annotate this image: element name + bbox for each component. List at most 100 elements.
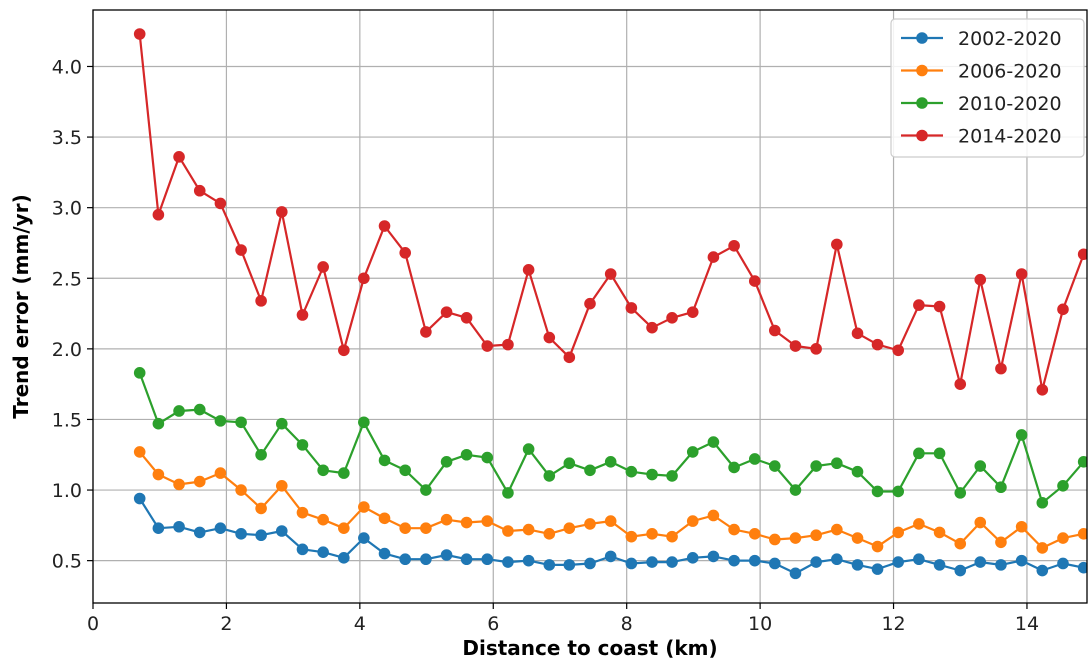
data-point — [152, 522, 165, 534]
data-point — [646, 556, 658, 568]
data-point — [686, 515, 699, 527]
data-point — [1077, 528, 1087, 540]
data-point — [954, 487, 967, 499]
data-point — [338, 344, 350, 357]
data-point — [768, 533, 781, 546]
data-point — [481, 553, 494, 566]
legend-box — [890, 18, 1085, 158]
data-point — [831, 553, 843, 566]
data-point — [995, 362, 1007, 375]
data-point — [1015, 268, 1028, 280]
data-point — [995, 536, 1007, 549]
x-tick-label: 12 — [881, 613, 905, 635]
data-point — [789, 340, 802, 352]
data-point — [892, 344, 905, 357]
data-point — [152, 208, 165, 221]
data-point — [502, 525, 514, 537]
data-point — [133, 367, 146, 379]
data-point — [543, 559, 556, 571]
data-point — [275, 480, 288, 492]
data-point — [1036, 384, 1049, 396]
series-layer — [133, 28, 1087, 580]
data-point — [707, 550, 720, 563]
data-point — [173, 478, 185, 491]
data-point — [1057, 532, 1069, 544]
data-point — [646, 528, 658, 540]
data-point — [358, 501, 370, 513]
data-point — [974, 516, 987, 529]
data-point — [420, 522, 432, 534]
data-point — [1036, 542, 1049, 554]
data-point — [317, 546, 329, 558]
x-tick-label: 8 — [621, 613, 633, 635]
x-tick-label: 14 — [1015, 613, 1039, 635]
x-axis-label: Distance to coast (km) — [462, 636, 717, 660]
data-point — [1077, 561, 1087, 574]
data-point — [954, 378, 967, 390]
data-point — [1077, 456, 1087, 468]
data-point — [666, 470, 678, 482]
data-point — [995, 559, 1007, 571]
data-point — [378, 547, 391, 560]
data-point — [1015, 520, 1028, 533]
data-point — [995, 481, 1007, 494]
data-point — [584, 297, 596, 310]
data-point — [1036, 564, 1049, 577]
y-tick-label: 3.5 — [52, 127, 82, 149]
data-point — [563, 559, 576, 571]
data-point — [933, 447, 946, 460]
legend: 2002-2020 2006-2020 2010-2020 2014-2020 — [890, 18, 1085, 158]
data-point — [522, 443, 535, 455]
data-point — [235, 528, 247, 540]
legend-item: 2014-2020 — [901, 126, 1062, 148]
data-point — [604, 515, 617, 527]
data-point — [173, 151, 185, 163]
data-point — [522, 554, 535, 567]
data-point — [686, 552, 699, 564]
data-point — [133, 28, 146, 40]
data-point — [913, 518, 925, 530]
data-point — [933, 559, 946, 571]
x-tick-label: 2 — [220, 613, 232, 635]
data-point — [563, 351, 576, 364]
data-point — [748, 528, 761, 540]
plot-frame — [92, 9, 1088, 604]
data-point — [851, 559, 864, 571]
data-point — [707, 436, 720, 448]
data-point — [255, 448, 267, 461]
x-tick-label: 10 — [748, 613, 772, 635]
y-axis-label: Trend error (mm/yr) — [9, 194, 33, 418]
legend-marker — [916, 32, 928, 44]
data-point — [831, 457, 843, 470]
legend-item: 2006-2020 — [901, 61, 1062, 83]
data-point — [255, 529, 267, 542]
data-point — [275, 417, 288, 430]
y-tick-label: 2.0 — [52, 339, 82, 361]
data-point — [235, 484, 247, 496]
data-point — [871, 485, 884, 498]
data-point — [173, 405, 185, 417]
legend-marker — [916, 64, 928, 77]
data-point — [440, 513, 453, 526]
data-point — [1036, 496, 1049, 509]
data-point — [543, 470, 556, 482]
data-point — [255, 502, 267, 515]
data-point — [584, 518, 596, 530]
data-point — [625, 465, 638, 478]
series-2002-2020 — [133, 492, 1087, 580]
data-point — [420, 553, 432, 566]
data-point — [358, 532, 370, 544]
data-point — [522, 263, 535, 276]
data-point — [625, 530, 638, 543]
data-point — [748, 554, 761, 567]
data-point — [728, 239, 740, 252]
data-point — [871, 563, 884, 575]
data-point — [831, 238, 843, 251]
data-point — [892, 556, 905, 568]
data-point — [173, 520, 185, 533]
data-point — [933, 300, 946, 313]
data-point — [193, 184, 206, 197]
data-point — [460, 311, 473, 324]
x-tick-label: 0 — [87, 613, 99, 635]
